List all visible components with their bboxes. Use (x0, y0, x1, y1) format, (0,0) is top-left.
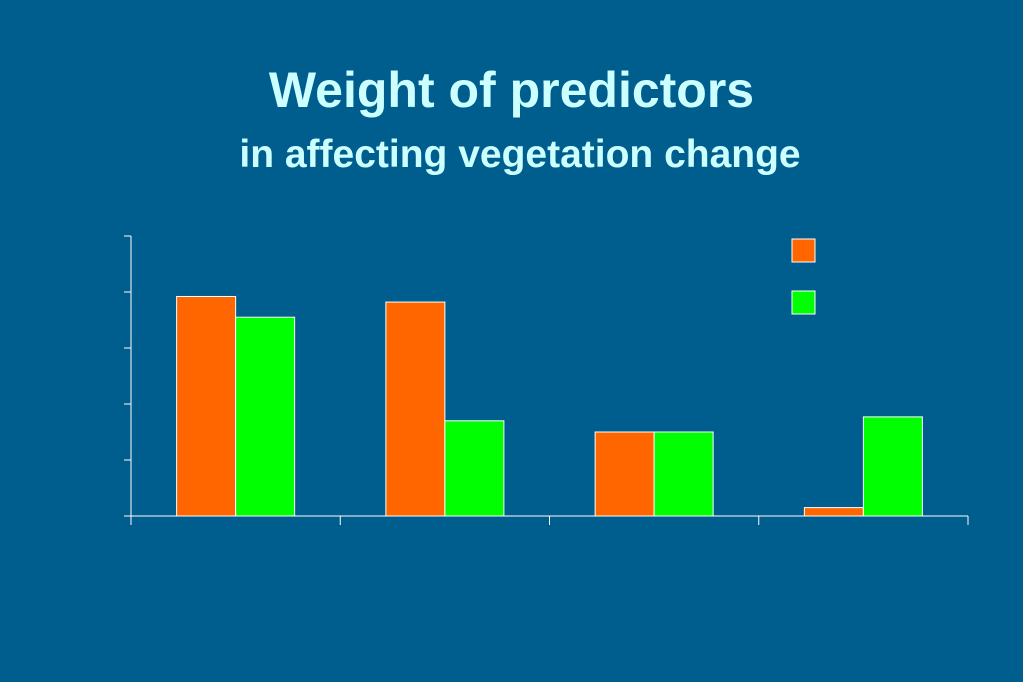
bar-series2-cat1 (235, 316, 296, 517)
legend-swatch-series2 (791, 290, 816, 315)
y-axis-ticks (124, 235, 131, 517)
legend (791, 238, 816, 315)
axes-layer (124, 235, 969, 525)
bar-series1-cat3 (594, 431, 655, 517)
bar-series1-cat2 (385, 301, 446, 517)
slide-subtitle: in affecting vegetation change (239, 133, 801, 176)
bar-series1-cat4 (803, 507, 864, 517)
bar-series2-cat2 (444, 420, 505, 517)
bar-series2-cat4 (862, 416, 923, 517)
x-axis-ticks (130, 516, 969, 525)
bars-layer (176, 295, 923, 517)
bar-series2-cat3 (653, 431, 714, 517)
slide-title: Weight of predictors (268, 62, 755, 118)
legend-swatch-series1 (791, 238, 816, 263)
bar-series1-cat1 (176, 295, 237, 517)
